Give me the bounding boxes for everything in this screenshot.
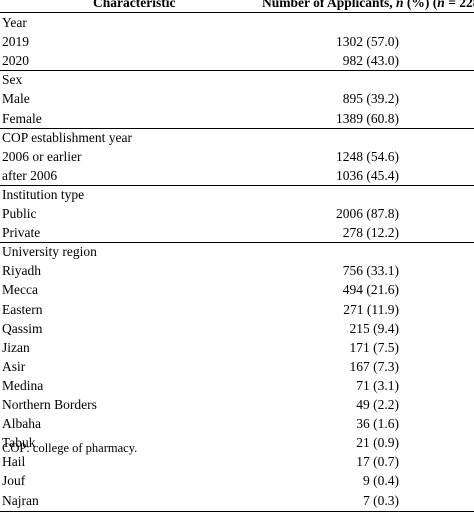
table-row: Northern Borders 49 (2.2) bbox=[0, 395, 474, 414]
row-value: 71 (3.1) bbox=[356, 377, 399, 393]
group-heading: University region bbox=[2, 244, 97, 260]
header-rule bbox=[0, 12, 474, 13]
table-row: Albaha 36 (1.6) bbox=[0, 414, 474, 433]
row-label: Jizan bbox=[2, 339, 30, 355]
row-value: 215 (9.4) bbox=[349, 320, 400, 336]
header-characteristic: Characteristic bbox=[93, 0, 176, 10]
row-label: Jouf bbox=[2, 473, 26, 489]
row-value: 9 (0.4) bbox=[363, 473, 399, 489]
row-label: Riyadh bbox=[2, 263, 41, 279]
row-label: Mecca bbox=[2, 282, 38, 298]
row-value: 1389 (60.8) bbox=[336, 110, 399, 126]
table-row: 2019 1302 (57.0) bbox=[0, 32, 474, 51]
row-value: 1302 (57.0) bbox=[336, 34, 399, 50]
row-label: Asir bbox=[2, 358, 26, 374]
table-row: Riyadh 756 (33.1) bbox=[0, 261, 474, 280]
row-label: Qassim bbox=[2, 320, 43, 336]
row-label: Private bbox=[2, 225, 41, 241]
row-label: Eastern bbox=[2, 301, 43, 317]
section-separator bbox=[0, 242, 474, 244]
table-row: Mecca 494 (21.6) bbox=[0, 280, 474, 299]
group-heading-row: COP establishment year bbox=[0, 128, 474, 147]
group-heading-row: Sex bbox=[0, 70, 474, 89]
row-value: 494 (21.6) bbox=[342, 282, 399, 298]
row-label: Public bbox=[2, 206, 37, 221]
row-value: 171 (7.5) bbox=[349, 339, 400, 355]
row-label: Najran bbox=[2, 492, 39, 508]
row-value: 36 (1.6) bbox=[356, 416, 399, 432]
row-label: Medina bbox=[2, 377, 44, 393]
group-heading-row: Institution type bbox=[0, 185, 474, 204]
table-row: Public 2006 (87.8) bbox=[0, 204, 474, 223]
row-value: 1036 (45.4) bbox=[336, 167, 399, 183]
row-value: 278 (12.2) bbox=[342, 225, 399, 241]
row-label: Female bbox=[2, 110, 42, 126]
table-row: 2006 or earlier 1248 (54.6) bbox=[0, 147, 474, 166]
group-heading: COP establishment year bbox=[2, 129, 132, 145]
table-row: Private 278 (12.2) bbox=[0, 223, 474, 242]
section-separator bbox=[0, 184, 474, 186]
table-header: Characteristic Number of Applicants, n (… bbox=[0, 0, 474, 12]
row-value: 271 (11.9) bbox=[343, 301, 399, 317]
row-value: 2006 (87.8) bbox=[336, 206, 399, 221]
table-row: Medina 71 (3.1) bbox=[0, 376, 474, 395]
table-row: Najran 7 (0.3) bbox=[0, 491, 474, 510]
table-bottom-rule bbox=[0, 510, 474, 512]
group-heading-row: Year bbox=[0, 13, 474, 32]
table-footnote: COP: college of pharmacy. bbox=[2, 441, 138, 455]
row-label: after 2006 bbox=[2, 167, 58, 183]
table-row: Eastern 271 (11.9) bbox=[0, 300, 474, 319]
table-row: Qassim 215 (9.4) bbox=[0, 319, 474, 338]
row-label: Northern Borders bbox=[2, 397, 97, 412]
row-value: 17 (0.7) bbox=[356, 454, 399, 470]
row-label: 2020 bbox=[2, 53, 29, 69]
group-heading: Year bbox=[2, 15, 27, 30]
table-row: Tabuk 21 (0.9) bbox=[0, 433, 474, 452]
row-value: 7 (0.3) bbox=[363, 492, 399, 508]
section-separator bbox=[0, 70, 474, 72]
row-value: 21 (0.9) bbox=[356, 435, 399, 451]
table-row: Female 1389 (60.8) bbox=[0, 109, 474, 128]
group-heading: Institution type bbox=[2, 186, 85, 202]
table-row: Jizan 171 (7.5) bbox=[0, 338, 474, 357]
row-value: 1248 (54.6) bbox=[336, 148, 399, 164]
row-label: Tabuk bbox=[2, 435, 36, 451]
row-value: 895 (39.2) bbox=[342, 91, 399, 107]
table-row: Jouf 9 (0.4) bbox=[0, 471, 474, 490]
table-row: Male 895 (39.2) bbox=[0, 89, 474, 108]
row-label: Albaha bbox=[2, 416, 41, 432]
section-separator bbox=[0, 127, 474, 129]
row-label: Male bbox=[2, 91, 30, 107]
header-number-of-applicants: Number of Applicants, n (%) (n = 2284) bbox=[262, 0, 474, 10]
row-value: 982 (43.0) bbox=[342, 53, 399, 69]
row-value: 49 (2.2) bbox=[356, 397, 399, 412]
row-label: 2006 or earlier bbox=[2, 148, 82, 164]
row-label: 2019 bbox=[2, 34, 29, 50]
row-value: 756 (33.1) bbox=[342, 263, 399, 279]
table-row: Asir 167 (7.3) bbox=[0, 357, 474, 376]
row-value: 167 (7.3) bbox=[349, 358, 400, 374]
table-row: after 2006 1036 (45.4) bbox=[0, 166, 474, 185]
table-row: 2020 982 (43.0) bbox=[0, 51, 474, 70]
group-heading: Sex bbox=[2, 72, 23, 88]
group-heading-row: University region bbox=[0, 242, 474, 261]
